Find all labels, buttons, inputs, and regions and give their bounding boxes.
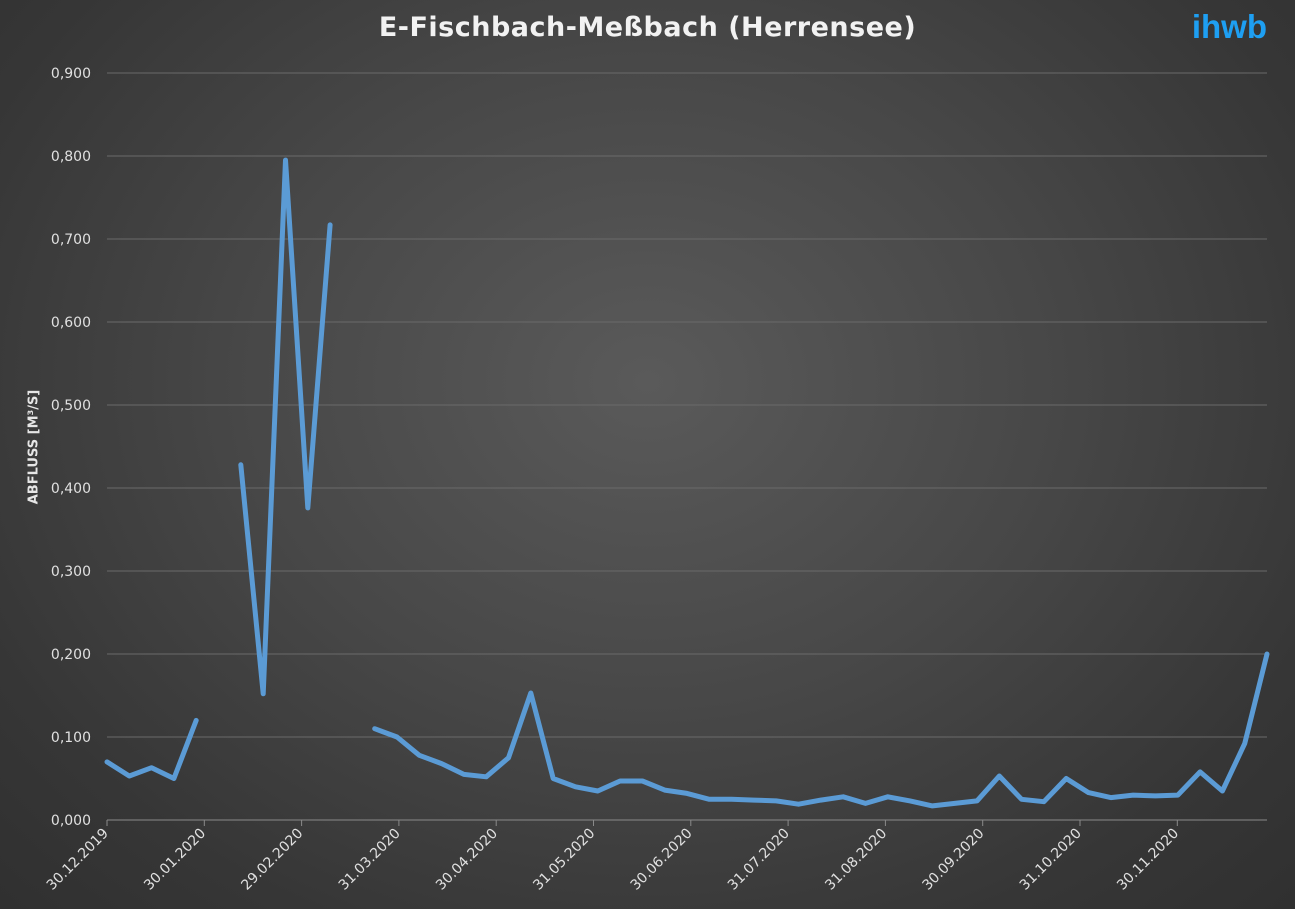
x-tick-label: 29.02.2020 xyxy=(238,826,306,894)
gridlines xyxy=(107,72,1267,821)
x-tick-label: 30.11.2020 xyxy=(1114,826,1182,894)
y-tick-label: 0,000 xyxy=(51,813,91,829)
y-tick-label: 0,600 xyxy=(51,315,91,331)
x-tick-label: 31.03.2020 xyxy=(336,826,404,894)
x-tick-label: 31.05.2020 xyxy=(530,826,598,894)
y-tick-label: 0,500 xyxy=(51,398,91,414)
series-line-segment xyxy=(104,717,199,781)
y-tick-label: 0,400 xyxy=(51,481,91,497)
y-tick-label: 0,800 xyxy=(51,149,91,165)
series-line-segment xyxy=(372,651,1270,809)
x-axis: 30.12.2019 30.01.2020 29.02.2020 31.03.2020… xyxy=(44,820,1182,894)
series-lines xyxy=(104,157,1270,809)
y-tick-label: 0,700 xyxy=(51,232,91,248)
x-tick-label: 30.12.2019 xyxy=(44,826,112,894)
x-tick-label: 31.08.2020 xyxy=(822,826,890,894)
y-tick-labels: 0,000 0,100 0,200 0,300 0,400 0,500 0,600 0,700… xyxy=(51,66,91,829)
ihwb-logo: ihwb xyxy=(1191,8,1267,45)
y-tick-label: 0,200 xyxy=(51,647,91,663)
y-tick-label: 0,900 xyxy=(51,66,91,82)
x-tick-label: 31.10.2020 xyxy=(1017,826,1085,894)
x-tick-label: 30.04.2020 xyxy=(433,826,501,894)
x-tick-label: 31.07.2020 xyxy=(725,826,793,894)
x-tick-label: 30.06.2020 xyxy=(628,826,696,894)
x-tick-label: 30.01.2020 xyxy=(141,826,209,894)
y-tick-label: 0,300 xyxy=(51,564,91,580)
x-tick-label: 30.09.2020 xyxy=(920,826,988,894)
series-line-segment xyxy=(238,157,333,697)
chart-title: E-Fischbach-Meßbach (Herrensee) xyxy=(378,12,917,43)
y-tick-label: 0,100 xyxy=(51,730,91,746)
